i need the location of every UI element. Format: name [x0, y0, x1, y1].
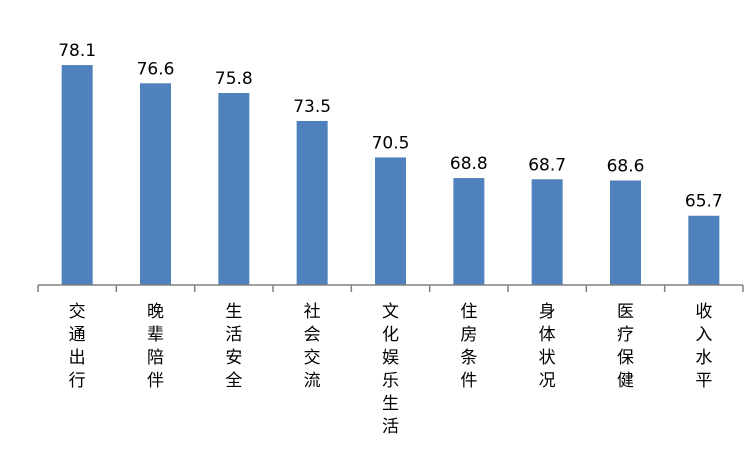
category-label-4: 社会交流 [304, 302, 321, 391]
category-label-5: 文化娱乐生活 [382, 302, 399, 437]
bar-6 [453, 178, 485, 285]
category-label-2: 晚辈陪伴 [147, 302, 164, 391]
bar-4 [296, 120, 328, 285]
bar-7 [531, 179, 563, 285]
x-axis-ticks [37, 285, 744, 292]
value-label-4: 73.5 [293, 97, 331, 117]
value-label-6: 68.8 [450, 154, 488, 174]
bar-1 [61, 65, 93, 286]
value-label-5: 70.5 [372, 133, 410, 153]
value-label-3: 75.8 [215, 69, 253, 89]
category-label-1: 交通出行 [69, 302, 86, 391]
value-labels-group: 78.1 76.6 75.8 73.5 70.5 68.8 68.7 68.6 65.7 [58, 41, 723, 212]
value-label-7: 68.7 [528, 155, 566, 175]
bar-9 [688, 215, 720, 285]
value-label-1: 78.1 [58, 41, 96, 61]
value-label-2: 76.6 [137, 59, 175, 79]
value-label-9: 65.7 [685, 192, 723, 212]
bar-8 [610, 180, 641, 285]
bar-5 [375, 157, 406, 285]
category-label-7: 身体状况 [539, 302, 556, 391]
category-label-9: 收入水平 [695, 302, 712, 391]
category-label-3: 生活安全 [225, 302, 242, 391]
bars-group [61, 65, 720, 286]
bar-3 [218, 93, 250, 285]
category-label-6: 住房条件 [460, 302, 477, 391]
bar-2 [140, 83, 171, 285]
value-label-8: 68.6 [607, 157, 645, 177]
category-labels-group: 交通出行 晚辈陪伴 生活安全 社会交流 文化娱乐生活 住房条件 身体状况 医疗保健 收入水平 [69, 302, 713, 437]
category-label-8: 医疗保健 [617, 302, 634, 391]
